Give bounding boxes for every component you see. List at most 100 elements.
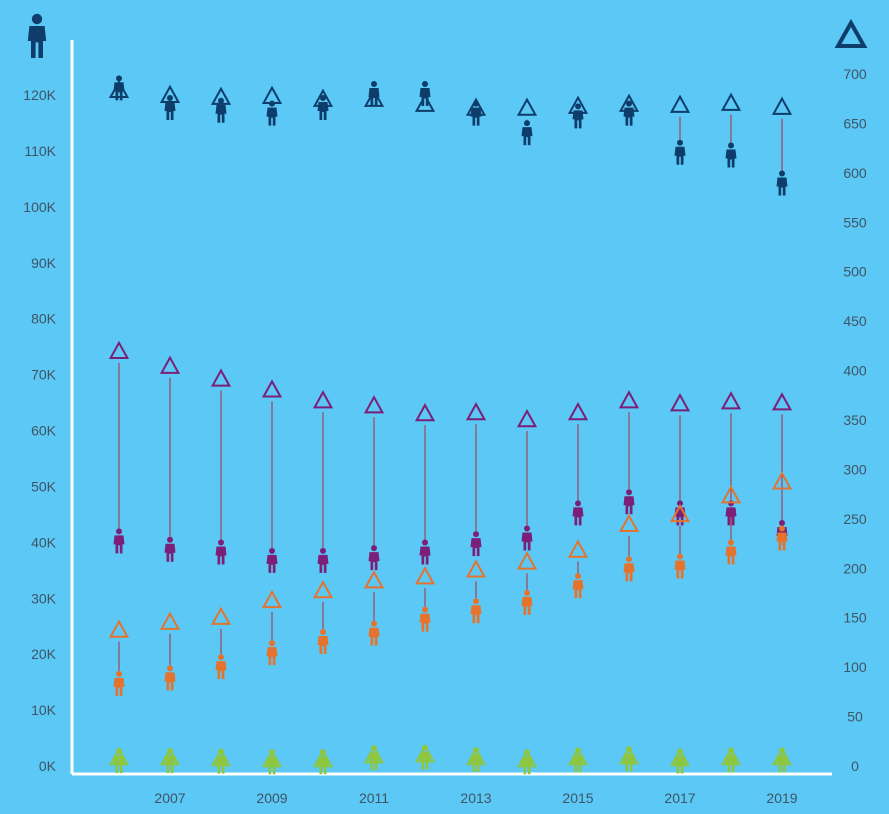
- triangle-point: [261, 589, 283, 609]
- person-point: [164, 748, 176, 774]
- triangle-point: [312, 88, 334, 107]
- right-axis-tick-label: 400: [843, 363, 867, 379]
- person-point: [572, 747, 584, 773]
- triangle-point: [108, 79, 130, 99]
- person-point: [368, 81, 380, 106]
- triangle-point: [210, 86, 232, 105]
- person-point: [113, 748, 125, 774]
- left-axis-tick-label: 120K: [23, 87, 56, 103]
- person-point: [623, 489, 635, 515]
- triangle-point: [567, 747, 589, 766]
- person-point: [470, 100, 482, 126]
- triangle-point: [363, 745, 385, 764]
- left-axis-tick-label: 60K: [31, 423, 57, 439]
- right-axis-tick-label: 700: [843, 66, 867, 82]
- triangle-point: [465, 402, 487, 421]
- person-point: [164, 536, 176, 562]
- person-point: [725, 539, 737, 565]
- person-point: [521, 589, 533, 615]
- triangle-point: [567, 95, 589, 114]
- triangle-point: [261, 749, 283, 768]
- triangle-point: [516, 551, 538, 570]
- triangle-point: [159, 355, 181, 374]
- person-point: [521, 120, 533, 146]
- triangle-point: [210, 606, 232, 625]
- person-point: [419, 744, 431, 770]
- triangle-point: [261, 379, 283, 398]
- person-point: [215, 97, 227, 123]
- person-point: [317, 628, 329, 654]
- triangle-point: [618, 746, 640, 765]
- x-axis-tick-label: 2013: [460, 790, 491, 806]
- right-axis-tick-labels: 0 50 100 150 200 250 300 350 400 450 500 550 600 650 7…: [843, 66, 867, 774]
- connector-lines: [118, 114, 783, 671]
- person-icon: [27, 13, 47, 58]
- triangle-point: [465, 97, 487, 116]
- triangle-point: [108, 619, 130, 638]
- right-axis-tick-label: 200: [843, 560, 867, 576]
- person-point: [572, 500, 584, 526]
- triangle-point: [159, 84, 181, 103]
- triangle-point: [567, 539, 589, 558]
- right-axis-tick-label: 500: [843, 264, 867, 280]
- right-axis-tick-label: 300: [843, 461, 867, 477]
- person-point: [674, 139, 686, 165]
- triangle-point: [414, 566, 436, 585]
- triangle-point: [159, 611, 181, 630]
- person-point: [521, 525, 533, 551]
- triangle-point: [414, 403, 436, 422]
- left-axis-tick-label: 100K: [23, 199, 56, 215]
- triangle-point: [465, 559, 487, 578]
- person-point: [776, 747, 788, 773]
- triangle-point: [108, 747, 130, 766]
- person-point: [674, 748, 686, 774]
- axis-legend-icons: [27, 13, 868, 58]
- triangle-point: [771, 96, 793, 115]
- right-axis-tick-label: 0: [851, 758, 859, 774]
- person-point: [725, 747, 737, 773]
- triangle-point: [618, 513, 640, 532]
- x-axis-tick-label: 2007: [154, 790, 185, 806]
- triangle-point: [669, 94, 691, 113]
- triangle-point: [516, 408, 538, 428]
- person-point: [215, 539, 227, 565]
- person-point: [266, 547, 278, 573]
- left-axis-tick-label: 70K: [31, 367, 57, 383]
- triangle-point: [669, 393, 691, 412]
- person-point: [164, 665, 176, 691]
- right-axis-tick-label: 550: [843, 214, 867, 230]
- x-axis-tick-labels: 2007 2009 2011 2013 2015 2017 2019: [154, 790, 797, 806]
- triangle-point: [363, 570, 385, 589]
- left-axis-tick-label: 20K: [31, 646, 57, 662]
- triangle-point: [261, 85, 283, 104]
- triangle-point: [159, 747, 181, 766]
- right-axis-tick-label: 350: [843, 412, 867, 428]
- left-axis-tick-label: 80K: [31, 311, 57, 327]
- triangle-point: [669, 503, 691, 523]
- triangle-point: [516, 749, 538, 768]
- person-point: [215, 748, 227, 774]
- person-point: [317, 547, 329, 573]
- left-axis-tick-label: 10K: [31, 702, 57, 718]
- triangle-point: [465, 747, 487, 766]
- person-point: [470, 598, 482, 624]
- person-point: [368, 620, 380, 646]
- right-axis-tick-label: 150: [843, 610, 867, 626]
- right-axis-tick-label: 250: [843, 511, 867, 527]
- triangle-point: [771, 747, 793, 766]
- triangle-point: [618, 93, 640, 112]
- person-point: [266, 640, 278, 666]
- triangle-point: [312, 390, 334, 409]
- triangle-point: [720, 747, 742, 766]
- triangle-point: [414, 93, 436, 112]
- person-point: [164, 94, 176, 120]
- triangle-point: [414, 744, 436, 763]
- triangle-point: [618, 390, 640, 409]
- data-marks: [108, 75, 793, 775]
- left-axis-tick-label: 40K: [31, 534, 57, 550]
- person-point: [113, 670, 125, 696]
- x-axis-tick-label: 2015: [562, 790, 593, 806]
- triangle-point: [567, 402, 589, 421]
- person-point: [623, 556, 635, 582]
- right-axis-tick-label: 650: [843, 115, 867, 131]
